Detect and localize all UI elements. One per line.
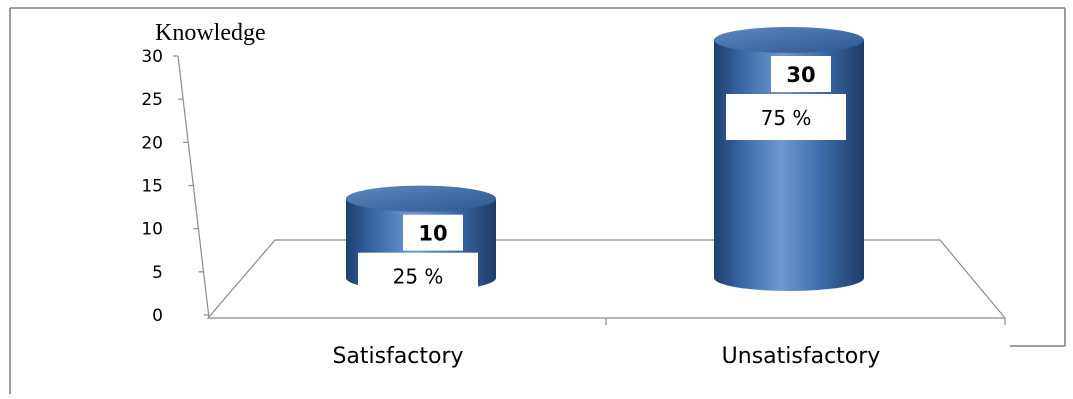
y-tick-label: 10 — [141, 220, 163, 240]
bars: 10 25 % 30 75 % — [346, 27, 864, 299]
percent-label: 25 % — [393, 265, 444, 289]
y-tick-label: 20 — [141, 133, 163, 153]
value-label-box — [771, 56, 831, 92]
category-labels: Satisfactory Unsatisfactory — [332, 344, 880, 369]
bar-cap — [714, 27, 864, 53]
value-label: 30 — [786, 63, 815, 87]
y-tick-label: 5 — [152, 263, 163, 283]
chart-title: Knowledge — [155, 20, 266, 46]
bar-unsatisfactory: 30 75 % — [714, 27, 864, 291]
value-label-box — [403, 214, 463, 251]
y-tick-label: 0 — [152, 306, 163, 326]
bar-satisfactory: 10 25 % — [346, 185, 496, 299]
bar-cap — [346, 185, 496, 212]
y-tick-label: 25 — [141, 90, 163, 110]
percent-label-box — [358, 252, 478, 299]
back-wall-axis — [177, 55, 210, 319]
percent-label: 75 % — [761, 106, 812, 130]
y-tick-label: 15 — [141, 177, 163, 197]
x-tick-label: Satisfactory — [332, 344, 463, 369]
y-tick-label: 30 — [141, 47, 163, 67]
x-tick-label: Unsatisfactory — [722, 344, 881, 369]
percent-label-box — [726, 94, 846, 140]
value-label: 10 — [418, 222, 447, 246]
floor-plane — [206, 239, 1007, 319]
y-axis: 0 5 10 15 20 25 30 — [141, 47, 209, 326]
